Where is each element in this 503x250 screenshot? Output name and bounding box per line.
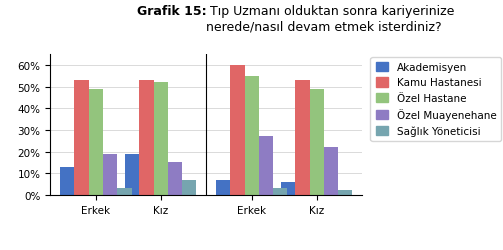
Bar [117,188,131,195]
Bar [230,66,244,195]
Bar [244,76,259,195]
Bar [139,81,153,195]
Bar [74,81,89,195]
Bar [168,163,182,195]
Bar [273,188,287,195]
Bar [259,137,273,195]
Bar [60,167,74,195]
Bar [182,180,197,195]
Bar [89,90,103,195]
Text: Grafik 15:: Grafik 15: [137,5,206,18]
Bar [309,90,324,195]
Bar [103,154,117,195]
Bar [125,154,139,195]
Bar [216,180,230,195]
Bar [324,148,338,195]
Bar [153,83,168,195]
Bar [295,81,309,195]
Bar [338,191,353,195]
Text: Tıp Uzmanı olduktan sonra kariyerinize
nerede/nasıl devam etmek isterdiniz?: Tıp Uzmanı olduktan sonra kariyerinize n… [206,5,455,33]
Bar [281,182,295,195]
Legend: Akademisyen, Kamu Hastanesi, Özel Hastane, Özel Muayenehane, Sağlık Yöneticisi: Akademisyen, Kamu Hastanesi, Özel Hastan… [371,58,501,142]
